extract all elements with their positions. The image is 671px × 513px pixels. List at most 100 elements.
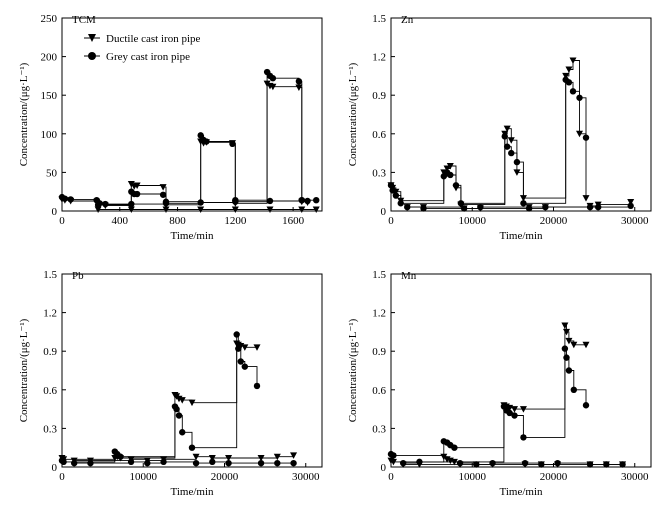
data-point-triangle: [253, 344, 261, 351]
legend-marker-circle-icon: [88, 52, 96, 60]
data-point-triangle: [569, 57, 577, 64]
x-tick-label: 20000: [540, 471, 568, 483]
data-point-circle: [399, 459, 407, 467]
y-tick-label: 1.5: [372, 269, 386, 281]
y-tick-label: 200: [41, 52, 58, 64]
data-point-circle: [67, 196, 74, 203]
data-point-circle: [102, 200, 109, 208]
panel-title: TCM: [72, 14, 96, 26]
x-axis-label: Time/min: [171, 230, 214, 242]
data-point-circle: [561, 345, 569, 352]
y-tick-label: 100: [41, 129, 58, 141]
x-tick-label: 1200: [224, 215, 247, 227]
data-point-triangle: [519, 406, 527, 413]
data-point-triangle: [565, 66, 573, 73]
data-point-circle: [162, 200, 170, 207]
data-point-circle: [87, 459, 94, 467]
data-point-circle: [525, 205, 533, 212]
data-point-circle: [569, 88, 577, 95]
data-point-triangle: [389, 458, 397, 466]
data-point-circle: [127, 458, 135, 466]
x-tick-label: 0: [59, 471, 65, 483]
data-point-circle: [175, 412, 183, 419]
data-point-triangle: [298, 206, 306, 213]
legend-label-grey: Grey cast iron pipe: [106, 51, 190, 63]
data-point-triangle: [295, 84, 303, 91]
x-tick-label: 10000: [459, 215, 487, 227]
data-point-triangle: [290, 452, 298, 459]
data-point-triangle: [576, 130, 583, 138]
data-point-circle: [594, 203, 602, 211]
y-axis-label: Concentration/(μg·L⁻¹): [18, 318, 30, 422]
plot-frame: [390, 17, 652, 212]
data-point-circle: [298, 196, 305, 204]
data-point-circle: [128, 200, 135, 208]
data-point-triangle: [563, 328, 570, 336]
data-point-circle: [257, 459, 265, 467]
series-grey: [387, 345, 590, 459]
x-tick-label: 10000: [130, 471, 158, 483]
x-axis-label: Time/min: [500, 230, 543, 242]
y-tick-label: 1.5: [43, 269, 57, 281]
y-tick-label: 150: [41, 90, 58, 102]
y-tick-label: 0.9: [43, 346, 57, 358]
data-point-triangle: [188, 399, 196, 407]
data-point-triangle: [565, 337, 573, 345]
x-tick-label: 30000: [621, 471, 649, 483]
data-point-circle: [397, 200, 404, 207]
y-tick-label: 250: [41, 13, 58, 25]
y-tick-label: 0.6: [372, 129, 386, 141]
data-point-triangle: [266, 206, 274, 213]
x-tick-label: 400: [112, 215, 129, 227]
data-point-triangle: [269, 83, 277, 91]
plot-frame: [61, 273, 323, 468]
data-point-triangle: [562, 72, 570, 80]
data-point-circle: [266, 197, 274, 205]
data-point-triangle: [582, 341, 590, 349]
data-point-triangle: [231, 206, 239, 213]
y-tick-label: 0.3: [372, 423, 386, 435]
x-tick-label: 0: [388, 215, 394, 227]
data-point-circle: [538, 461, 545, 468]
panels: TCM 0 400 800 1200 1600 0 50 100 150 200 250 Time/mi…: [18, 13, 652, 498]
data-point-circle: [473, 461, 480, 468]
data-point-triangle: [127, 206, 135, 213]
x-tick-label: 10000: [459, 471, 487, 483]
x-tick-label: 30000: [292, 471, 320, 483]
data-point-circle: [203, 138, 210, 145]
y-tick-label: 0.3: [372, 167, 386, 179]
y-tick-label: 0.3: [43, 423, 57, 435]
series-ductile-baseline: [70, 452, 298, 465]
data-point-circle: [94, 201, 102, 209]
data-point-circle: [290, 459, 297, 467]
data-point-circle: [576, 94, 583, 101]
data-point-circle: [295, 78, 303, 85]
data-point-circle: [506, 409, 513, 417]
x-tick-label: 20000: [540, 215, 568, 227]
data-point-triangle: [582, 195, 590, 202]
series-line: [98, 199, 317, 206]
y-tick-label: 0.9: [372, 90, 386, 102]
y-tick-label: 0.9: [372, 346, 386, 358]
series-grey: [58, 331, 261, 466]
data-point-circle: [456, 459, 464, 467]
data-point-circle: [70, 459, 78, 467]
x-tick-label: 800: [169, 215, 186, 227]
data-point-circle: [452, 182, 460, 189]
data-point-triangle: [162, 206, 170, 213]
data-point-circle: [173, 405, 180, 413]
data-point-triangle: [133, 182, 141, 190]
data-point-triangle: [192, 453, 200, 461]
data-point-circle: [582, 402, 590, 409]
data-point-circle: [457, 200, 465, 207]
data-point-circle: [460, 205, 468, 212]
chart-panel-tcm: TCM 0 400 800 1200 1600 0 50 100 150 200 250 Time/mi…: [18, 13, 323, 242]
data-point-circle: [188, 444, 196, 451]
data-point-circle: [144, 459, 151, 467]
data-point-circle: [389, 187, 396, 194]
data-point-circle: [451, 444, 458, 451]
y-tick-label: 50: [46, 167, 58, 179]
data-point-triangle: [443, 165, 451, 173]
data-point-circle: [60, 458, 67, 466]
